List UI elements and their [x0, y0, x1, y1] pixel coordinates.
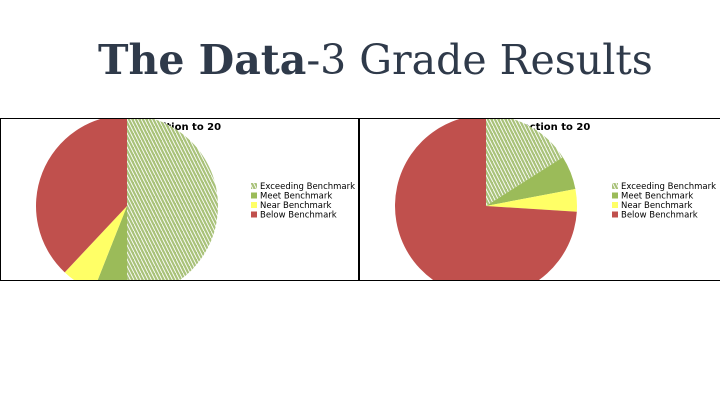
chart-subtraction-svg: Subtraction to 20 Exceeding BenchmarkMee…	[395, 119, 716, 280]
pie-slice-exceeding-benchmark	[486, 119, 563, 206]
pie-slice-meet-benchmark	[486, 157, 576, 206]
legend-swatch-below-benchmark	[612, 211, 618, 218]
legend-swatch-exceeding-benchmark	[612, 183, 618, 189]
chart-title: Subtraction to 20	[492, 122, 591, 133]
pie-slice-meet-benchmark	[97, 206, 127, 280]
pie-slice-below-benchmark	[395, 119, 577, 280]
slide-title-rest: -3 Grade Results	[306, 36, 653, 84]
legend-swatch-meet-benchmark	[612, 192, 618, 199]
pie-slice-below-benchmark	[36, 119, 127, 273]
pie-slices	[395, 119, 577, 280]
chart-addition-to-20: Addition to 20 Exceeding Benchmark Meet B…	[0, 118, 359, 281]
legend-swatch-meet-benchmark	[251, 192, 257, 199]
pie-slice-exceeding-benchmark	[127, 119, 218, 280]
slide-title: The Data-3 Grade Results	[98, 36, 653, 84]
legend-label-meet-benchmark: Meet Benchmark	[621, 192, 693, 202]
chart-title: Addition to 20	[141, 122, 221, 133]
legend-label-meet-benchmark: Meet Benchmark	[260, 192, 332, 202]
chart-subtraction-to-20: Subtraction to 20 Exceeding Benchmark Mee…	[359, 118, 720, 281]
slide-title-bold: The Data	[98, 36, 307, 84]
legend-swatch-below-benchmark	[251, 211, 257, 218]
legend-label-near-benchmark: Near Benchmark	[260, 201, 331, 211]
legend-label-exceeding-benchmark: Exceeding Benchmark	[260, 182, 355, 192]
legend-swatch-near-benchmark	[612, 202, 618, 208]
legend-swatch-exceeding-benchmark	[251, 183, 257, 189]
pie-slice-near-benchmark	[486, 188, 577, 212]
legend-label-near-benchmark: Near Benchmark	[621, 201, 692, 211]
legend-swatch-near-benchmark	[251, 202, 257, 208]
pie-slice-near-benchmark	[64, 206, 127, 280]
legend-label-below-benchmark: Below Benchmark	[621, 211, 698, 221]
legend-label-exceeding-benchmark: Exceeding Benchmark	[621, 182, 716, 192]
legend-label-below-benchmark: Below Benchmark	[260, 211, 337, 221]
pie-slices	[36, 119, 218, 280]
